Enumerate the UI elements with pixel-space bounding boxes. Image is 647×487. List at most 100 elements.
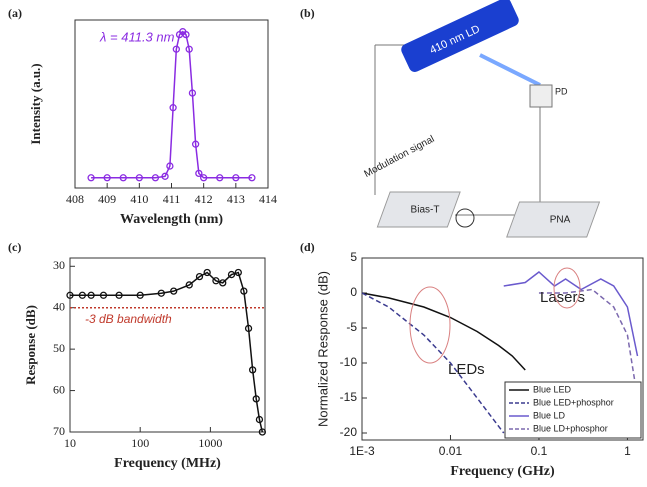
pna-box [506, 201, 601, 238]
data-point [191, 140, 200, 148]
data-point [195, 272, 204, 281]
x-tick-label: 413 [227, 192, 245, 206]
highlight-ellipse [409, 286, 451, 364]
series-line [503, 271, 639, 357]
data-point [78, 291, 87, 299]
data-point [185, 45, 193, 53]
y-tick-label: 5 [350, 250, 357, 264]
x-axis-title: Wavelength (nm) [120, 212, 223, 227]
data-point [200, 174, 208, 182]
node-label: Bias-T [411, 205, 440, 216]
data-point [87, 291, 95, 299]
y-tick-label: 60 [53, 382, 65, 396]
y-tick-label: -20 [340, 425, 358, 439]
data-point [248, 174, 256, 182]
annotation: Lasers [540, 289, 585, 306]
x-tick-label: 0.01 [439, 444, 463, 458]
photodiode [529, 84, 553, 108]
reference-label: -3 dB bandwidth [85, 312, 172, 326]
data-point [234, 268, 242, 277]
data-point [252, 395, 260, 403]
plot-frame [74, 19, 269, 189]
data-point [185, 281, 193, 289]
data-point [99, 291, 108, 299]
x-axis-title: Frequency (GHz) [450, 464, 555, 479]
diagram: (b) 410 nm LD PD Modulation signal Bias-… [300, 0, 601, 238]
data-point [203, 268, 211, 277]
data-point [103, 174, 111, 182]
data-point [135, 174, 143, 182]
legend-label: Blue LD [533, 410, 566, 420]
data-point [188, 89, 197, 97]
data-point [216, 174, 224, 182]
legend-label: Blue LED [533, 384, 572, 394]
x-tick-label: 10 [64, 436, 76, 450]
data-point [244, 324, 253, 333]
data-point [136, 291, 144, 299]
x-tick-label: 411 [163, 192, 181, 206]
y-tick-label: -10 [340, 355, 358, 369]
x-axis-title: Frequency (MHz) [114, 456, 221, 471]
data-point [66, 291, 74, 299]
data-point [227, 270, 236, 279]
x-tick-label: 409 [98, 192, 116, 206]
y-tick-label: 70 [53, 424, 65, 438]
legend-label: Blue LED+phosphor [533, 397, 614, 407]
series-line [70, 271, 264, 433]
x-tick-label: 412 [195, 192, 213, 206]
series-line [361, 292, 526, 371]
series-line [361, 292, 505, 434]
x-tick-label: 410 [130, 192, 148, 206]
data-point [195, 169, 203, 178]
data-point [255, 415, 264, 424]
x-tick-label: 408 [66, 192, 84, 206]
node-label: Modulation signal [362, 134, 436, 180]
annotation: λ = 411.3 nm [99, 29, 175, 44]
data-point [87, 174, 95, 182]
data-point [115, 291, 123, 299]
x-tick-label: 100 [131, 436, 149, 450]
node-label: PD [555, 86, 568, 96]
plot-frame [69, 257, 266, 433]
data-point [248, 366, 257, 374]
annotation: LEDs [448, 361, 485, 378]
y-tick-label: 0 [350, 285, 357, 299]
signal-source [455, 208, 475, 228]
x-tick-label: 1 [624, 444, 631, 458]
y-tick-label: 30 [53, 258, 65, 272]
x-tick-label: 0.1 [531, 444, 548, 458]
y-tick-label: 40 [53, 299, 65, 313]
x-tick-label: 1000 [198, 436, 222, 450]
data-point [172, 45, 180, 53]
beam [479, 53, 541, 87]
laser-diode [401, 0, 519, 72]
x-tick-label: 414 [259, 192, 277, 206]
y-axis-title: Normalized Response (dB) [315, 271, 330, 427]
highlight-ellipse [553, 267, 581, 309]
plot-frame [361, 257, 644, 441]
series-line [538, 288, 639, 399]
panel-label: (a) [8, 6, 22, 20]
legend-label: Blue LD+phosphor [533, 423, 608, 433]
y-tick-label: -5 [346, 320, 357, 334]
data-point [212, 277, 220, 285]
panel-label: (b) [300, 6, 315, 20]
y-tick-label: -15 [340, 390, 358, 404]
panel-label: (c) [8, 240, 21, 254]
node-label: PNA [550, 215, 571, 226]
data-point [232, 174, 240, 182]
bias-t-box [376, 191, 461, 228]
y-axis-title: Intensity (a.u.) [28, 63, 43, 144]
data-point [240, 287, 248, 295]
data-point [166, 162, 174, 170]
y-tick-label: 50 [53, 341, 65, 355]
y-axis-title: Response (dB) [23, 305, 38, 385]
x-tick-label: 1E-3 [349, 444, 375, 458]
data-point [119, 174, 127, 182]
data-point [157, 289, 165, 297]
data-point [161, 172, 169, 180]
data-point [219, 279, 227, 287]
panel-label: (d) [300, 240, 315, 254]
data-point [182, 30, 190, 39]
